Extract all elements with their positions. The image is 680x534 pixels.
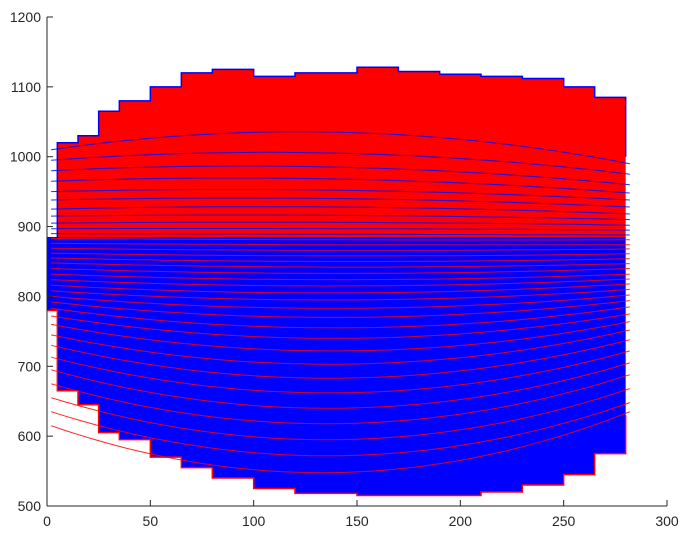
- y-tick-label-500: 500: [18, 498, 42, 514]
- y-tick-label-1100: 1100: [11, 79, 41, 95]
- y-tick-label-900: 900: [18, 219, 42, 235]
- y-tick-label-600: 600: [18, 428, 42, 444]
- data-layer: [47, 67, 630, 495]
- x-tick-label-250: 250: [552, 513, 576, 529]
- x-tick-label-50: 50: [143, 513, 159, 529]
- x-tick-label-0: 0: [43, 513, 51, 529]
- x-tick-label-300: 300: [655, 513, 679, 529]
- x-tick-label-200: 200: [449, 513, 473, 529]
- x-tick-label-150: 150: [345, 513, 369, 529]
- y-tick-label-800: 800: [18, 288, 42, 304]
- y-tick-label-700: 700: [18, 358, 42, 374]
- y-tick-label-1000: 1000: [10, 149, 41, 165]
- y-tick-label-1200: 1200: [10, 9, 41, 25]
- x-tick-label-100: 100: [242, 513, 266, 529]
